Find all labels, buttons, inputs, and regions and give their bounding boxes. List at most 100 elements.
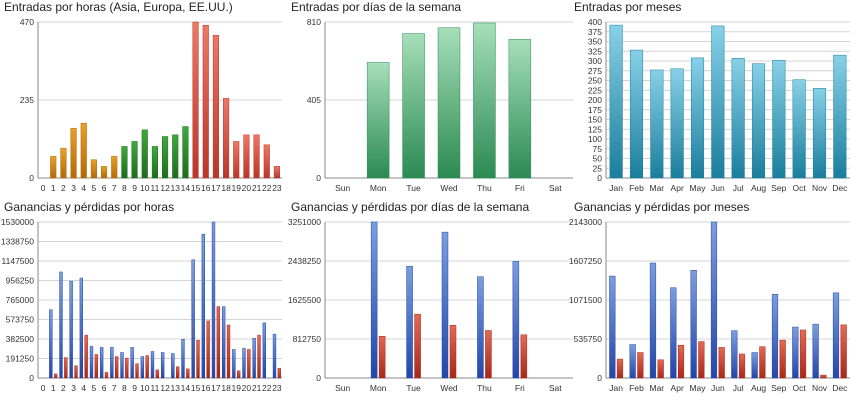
x-tick-label: Sun [335,383,350,393]
y-tick-label: 275 [588,66,602,76]
x-tick-label: 21 [252,183,262,193]
bar [473,22,496,179]
y-tick-label: 0 [316,173,321,183]
bar [792,326,799,379]
x-tick-label: 5 [92,183,97,193]
y-tick-label: 225 [588,85,602,95]
y-tick-label: 250 [588,76,602,86]
x-tick-label: Jul [733,383,744,393]
x-tick-label: Thu [477,383,492,393]
x-tick-label: 1 [51,383,56,393]
y-tick-label: 535750 [574,334,603,344]
bar [186,368,190,379]
x-tick-label: 3 [71,183,76,193]
x-tick-label: 19 [232,183,242,193]
chart-profit-loss-by-month: Ganancias y pérdidas por meses 0 535750 10… [569,200,860,400]
y-tick-label: 25 [593,163,603,173]
bar [273,166,280,179]
bar [233,141,240,179]
bar [192,21,199,179]
y-tick-label: 1625500 [288,295,321,305]
bar [751,63,766,179]
x-tick-label: Mar [650,383,665,393]
bar [221,306,226,379]
x-tick-label: May [689,383,706,393]
bar [216,306,221,379]
bar [378,336,386,379]
bar [182,126,189,179]
bar [121,146,128,179]
bar [690,57,705,179]
chart-plot: 0 535750 1071500 1607250 2143000 Jan Feb Mar Apr… [569,217,850,393]
x-tick-label: Oct [793,183,807,193]
x-tick-label: Nov [812,383,828,393]
x-tick-label: Apr [671,383,684,393]
bar [771,294,779,379]
x-tick-label: Dec [832,383,848,393]
y-tick-label: 1147500 [2,256,35,266]
bar [160,352,165,379]
chart-title: Ganancias y pérdidas por horas [4,200,175,214]
y-tick-label: 75 [593,144,603,154]
x-tick-label: 20 [242,383,252,393]
bar [252,337,256,379]
bar [257,334,261,379]
x-tick-label: 12 [160,383,170,393]
x-tick-label: 22 [262,183,272,193]
bar [237,370,241,379]
y-tick-label: 375 [588,27,602,37]
x-tick-label: 9 [132,383,137,393]
x-tick-label: 17 [211,183,221,193]
bar [477,276,484,379]
y-tick-label: 0 [316,373,321,383]
y-tick-label: 150 [588,115,602,125]
bar [176,366,180,379]
bar [812,88,827,179]
bar [272,333,277,379]
x-tick-label: Apr [671,183,684,193]
chart-plot: 0255075100125150175200225250275300325350… [588,17,850,193]
bar [141,129,148,179]
chart-title: Entradas por meses [574,0,682,14]
y-tick-label: 350 [588,37,602,47]
bar [223,98,230,179]
x-tick-label: Dec [832,183,848,193]
bar [211,221,216,379]
y-tick-label: 400 [588,17,602,27]
x-tick-label: 14 [181,183,191,193]
x-tick-label: 17 [211,383,221,393]
chart-plot: 0191250382500573750765000956250114750013… [1,217,282,393]
bar [629,49,644,179]
x-tick-label: 21 [252,383,262,393]
bar [366,62,390,179]
x-tick-label: 11 [151,183,160,193]
bar [370,221,378,379]
bar [90,159,97,179]
x-tick-label: 8 [122,183,127,193]
x-tick-label: Thu [477,183,492,193]
bar [637,352,644,379]
bar [731,330,738,379]
bar [779,339,786,379]
bar [840,324,847,379]
y-tick-label: 2143000 [569,217,602,227]
bar [79,277,84,379]
y-tick-label: 470 [20,17,34,27]
bar [130,347,134,379]
x-tick-label: 23 [272,183,282,193]
bar [629,344,636,379]
bar [731,58,745,179]
bar [441,231,449,379]
chart-title: Ganancias y pérdidas por meses [574,200,750,214]
bar [140,356,145,379]
bar [799,329,807,379]
x-tick-label: Feb [629,183,644,193]
x-tick-label: 20 [242,183,252,193]
y-tick-label: 0 [29,373,34,383]
chart-profit-loss-by-hour: Ganancias y pérdidas por horas 0 191250 38… [0,200,290,400]
x-tick-label: Sep [771,383,786,393]
y-tick-label: 1530000 [1,217,34,227]
y-tick-label: 812750 [293,334,322,344]
bar [162,136,169,179]
